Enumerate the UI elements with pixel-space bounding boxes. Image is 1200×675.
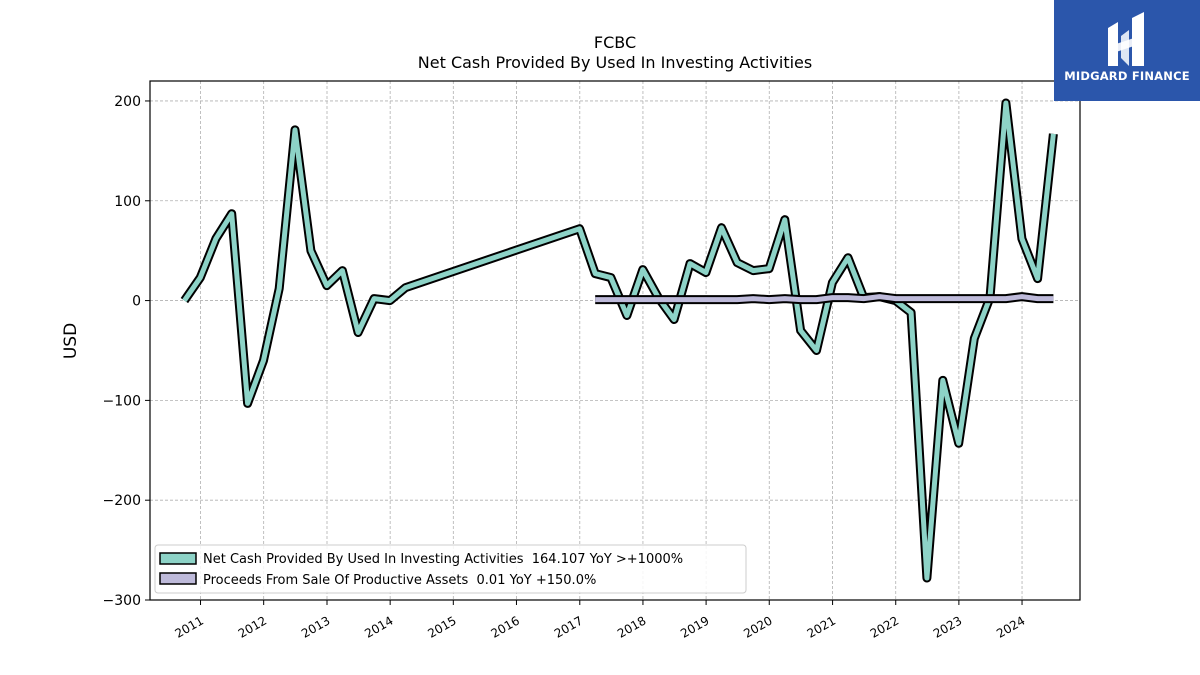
brand-name: MIDGARD FINANCE	[1064, 69, 1190, 83]
series-0-line	[182, 100, 1056, 581]
legend-swatch-1	[159, 572, 197, 585]
y-tick-label: −300	[103, 593, 141, 609]
x-tick-label: 2014	[362, 613, 395, 640]
x-tick-label: 2021	[805, 613, 838, 640]
y-tick-label: 200	[114, 94, 141, 110]
plot-lines	[180, 98, 1058, 583]
x-tick-label: 2020	[741, 613, 774, 640]
chart-subtitle: Net Cash Provided By Used In Investing A…	[418, 53, 812, 72]
plot-frame	[149, 80, 1081, 601]
grid	[150, 81, 1080, 601]
legend: Net Cash Provided By Used In Investing A…	[154, 544, 747, 594]
brand-logo: MIDGARD FINANCE	[1054, 0, 1200, 101]
y-tick-label: −200	[103, 493, 141, 509]
x-tick-label: 2024	[994, 613, 1027, 640]
x-tick-label: 2022	[868, 613, 901, 640]
legend-swatch-0	[159, 552, 197, 565]
x-tick-label: 2017	[552, 613, 585, 640]
y-tick-label: 0	[132, 294, 141, 310]
legend-label-0: Net Cash Provided By Used In Investing A…	[203, 552, 683, 567]
midgard-logo-icon	[1108, 12, 1144, 66]
legend-label-1: Proceeds From Sale Of Productive Assets …	[203, 573, 596, 588]
x-tick-label: 2011	[173, 613, 206, 640]
chart-title: FCBC	[594, 33, 636, 52]
x-tick-label: 2023	[931, 613, 964, 640]
x-tick-label: 2018	[615, 613, 648, 640]
legend-box	[154, 544, 747, 594]
y-tick-label: 100	[114, 194, 141, 210]
x-tick-label: 2015	[425, 613, 458, 640]
x-tick-label: 2016	[489, 613, 522, 640]
y-tick-label: −100	[103, 393, 141, 409]
x-tick-label: 2012	[236, 613, 269, 640]
y-axis-label: USD	[61, 323, 81, 359]
series-1-line	[595, 294, 1054, 303]
x-tick-label: 2013	[299, 613, 332, 640]
x-tick-label: 2019	[678, 613, 711, 640]
